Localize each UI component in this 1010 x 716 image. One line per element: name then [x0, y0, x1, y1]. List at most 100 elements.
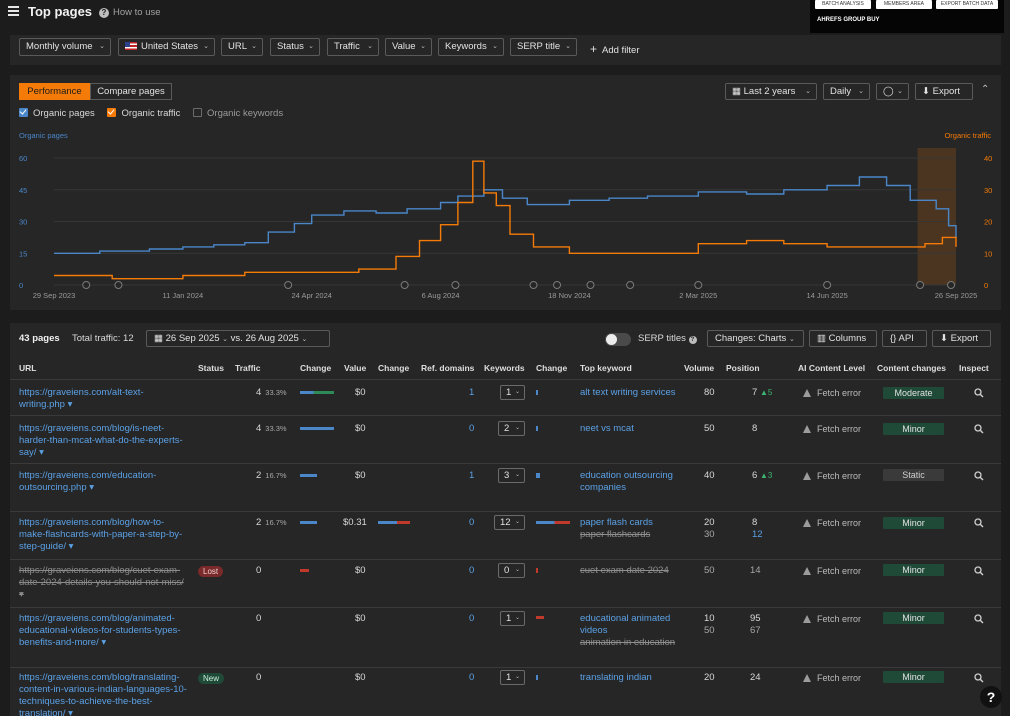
organic-traffic-checkbox[interactable]: Organic traffic: [107, 108, 180, 119]
top-keyword-link[interactable]: paper flash cards: [580, 517, 653, 528]
chevron-down-icon[interactable]: ▾: [19, 589, 24, 600]
keywords-dropdown[interactable]: 1 ⌄: [500, 670, 525, 685]
ref-domains-link[interactable]: 0: [469, 517, 475, 528]
export-chart-button[interactable]: ⬇ Export: [915, 83, 973, 100]
ref-domains-link[interactable]: 0: [469, 613, 475, 624]
collapse-icon[interactable]: ⌃: [981, 84, 990, 95]
top-keyword-link[interactable]: neet vs mcat: [580, 423, 634, 434]
search-icon[interactable]: [974, 518, 984, 528]
top-keyword-link[interactable]: education outsourcing companies: [580, 470, 673, 493]
annotations-dropdown[interactable]: ◯ ⌄: [876, 83, 909, 100]
search-icon[interactable]: [974, 566, 984, 576]
date-range-dropdown[interactable]: ▦ Last 2 years ⌄: [725, 83, 817, 100]
col-value-change[interactable]: Change: [378, 363, 410, 373]
page-url-link[interactable]: https://graveiens.com/blog/translating-c…: [19, 672, 189, 716]
col-traffic[interactable]: Traffic: [235, 363, 261, 373]
page-url-link[interactable]: https://graveiens.com/education-outsourc…: [19, 470, 189, 494]
content-change-badge[interactable]: Minor: [883, 564, 944, 576]
content-change-badge[interactable]: Minor: [883, 671, 944, 683]
granularity-dropdown[interactable]: Daily ⌄: [823, 83, 870, 100]
page-url-link[interactable]: https://graveiens.com/blog/animated-educ…: [19, 613, 189, 649]
keywords-dropdown[interactable]: 3 ⌄: [498, 468, 525, 483]
content-change-badge[interactable]: Minor: [883, 517, 944, 529]
chevron-down-icon[interactable]: ▾: [39, 447, 44, 458]
keywords-dropdown[interactable]: 1 ⌄: [500, 611, 525, 626]
ref-domains-link[interactable]: 0: [469, 672, 475, 683]
col-ref-domains[interactable]: Ref. domains: [421, 363, 475, 373]
col-volume[interactable]: Volume: [684, 363, 715, 373]
keywords-filter-dropdown[interactable]: Keywords ⌄: [438, 38, 504, 56]
export-table-button[interactable]: ⬇ Export: [932, 330, 991, 347]
date-compare-dropdown[interactable]: ▦ 26 Sep 2025 ⌄ vs. 26 Aug 2025 ⌄: [146, 330, 330, 347]
page-url-link[interactable]: https://graveiens.com/blog/cuet-exam-dat…: [19, 565, 189, 601]
col-traffic-change[interactable]: Change: [300, 363, 332, 373]
ref-domains-link[interactable]: 1: [469, 470, 475, 481]
page-url-link[interactable]: https://graveiens.com/blog/is-neet-harde…: [19, 423, 189, 459]
batch-analysis-button[interactable]: BATCH ANALYSIS: [815, 0, 871, 9]
tab-compare-pages[interactable]: Compare pages: [90, 83, 172, 100]
top-keyword-link[interactable]: alt text writing services: [580, 387, 676, 398]
help-button[interactable]: ?: [980, 686, 1002, 708]
chevron-down-icon: ⌄: [514, 567, 520, 573]
page-url-link[interactable]: https://graveiens.com/blog/how-to-make-f…: [19, 517, 189, 553]
chevron-down-icon[interactable]: ▾: [68, 708, 73, 716]
organic-keywords-checkbox[interactable]: Organic keywords: [193, 108, 283, 119]
ref-domains-link[interactable]: 0: [469, 423, 475, 434]
serp-title-filter-dropdown[interactable]: SERP title ⌄: [510, 38, 577, 56]
col-position[interactable]: Position: [726, 363, 760, 373]
position-number: 8: [752, 517, 758, 528]
columns-button[interactable]: ▥ Columns: [809, 330, 877, 347]
value-filter-dropdown[interactable]: Value ⌄: [385, 38, 432, 56]
page-url-link[interactable]: https://graveiens.com/alt-text-writing.p…: [19, 387, 189, 411]
tab-performance[interactable]: Performance: [19, 83, 90, 100]
keywords-dropdown[interactable]: 12 ⌄: [494, 515, 525, 530]
content-change-badge[interactable]: Minor: [883, 612, 944, 624]
monthly-volume-dropdown[interactable]: Monthly volume ⌄: [19, 38, 111, 56]
col-inspect[interactable]: Inspect: [959, 363, 989, 373]
status-filter-dropdown[interactable]: Status ⌄: [270, 38, 320, 56]
export-batch-data-button[interactable]: EXPORT BATCH DATA: [936, 0, 998, 9]
content-change-badge[interactable]: Minor: [883, 423, 944, 435]
menu-icon[interactable]: [8, 6, 19, 16]
chevron-down-icon[interactable]: ▾: [89, 482, 95, 493]
col-content-changes[interactable]: Content changes: [877, 363, 946, 373]
chevron-down-icon[interactable]: ▾: [67, 399, 73, 410]
col-value[interactable]: Value: [344, 363, 367, 373]
top-keyword-link[interactable]: educational animated videos: [580, 613, 671, 636]
keywords-dropdown[interactable]: 2 ⌄: [498, 421, 525, 436]
traffic-filter-dropdown[interactable]: Traffic ⌄: [327, 38, 379, 56]
keywords-dropdown[interactable]: 0 ⌄: [498, 563, 525, 578]
search-icon[interactable]: [974, 471, 984, 481]
col-keywords[interactable]: Keywords: [484, 363, 525, 373]
search-icon[interactable]: [974, 424, 984, 434]
top-keyword-link[interactable]: translating indian: [580, 672, 652, 683]
col-top-keyword[interactable]: Top keyword: [580, 363, 632, 373]
url-filter-dropdown[interactable]: URL ⌄: [221, 38, 263, 56]
country-dropdown[interactable]: United States ⌄: [118, 38, 215, 56]
organic-pages-checkbox[interactable]: Organic pages: [19, 108, 95, 119]
content-change-badge[interactable]: Static: [883, 469, 944, 481]
serp-titles-toggle[interactable]: [605, 333, 631, 346]
keywords-dropdown[interactable]: 1 ⌄: [500, 385, 525, 400]
chevron-down-icon[interactable]: ▾: [68, 541, 74, 552]
ref-domains-link[interactable]: 0: [469, 565, 475, 576]
top-keyword-link[interactable]: cuet exam date 2024: [580, 565, 669, 576]
changes-dropdown[interactable]: Changes: Charts ⌄: [707, 330, 804, 347]
col-keywords-change[interactable]: Change: [536, 363, 568, 373]
position-cell: 24: [750, 672, 761, 683]
col-ai-content-level[interactable]: AI Content Level: [798, 363, 866, 373]
api-button[interactable]: {} API: [882, 330, 927, 347]
add-filter-button[interactable]: + Add filter: [590, 42, 640, 56]
chevron-down-icon[interactable]: ▾: [101, 637, 107, 648]
col-url[interactable]: URL: [19, 363, 37, 373]
performance-chart[interactable]: 60 45 30 15 0 40 30 20 10 0 29 Sep 2023 11 Jan 2024…: [10, 75, 1001, 310]
col-status[interactable]: Status: [198, 363, 224, 373]
how-to-use-link[interactable]: ? How to use: [99, 7, 161, 18]
ref-domains-link[interactable]: 1: [469, 387, 475, 398]
search-icon[interactable]: [974, 614, 984, 624]
serp-titles-label: SERP titles ?: [638, 333, 701, 344]
members-area-button[interactable]: MEMBERS AREA: [876, 0, 932, 9]
content-change-badge[interactable]: Moderate: [883, 387, 944, 399]
search-icon[interactable]: [974, 673, 984, 683]
search-icon[interactable]: [974, 388, 984, 398]
